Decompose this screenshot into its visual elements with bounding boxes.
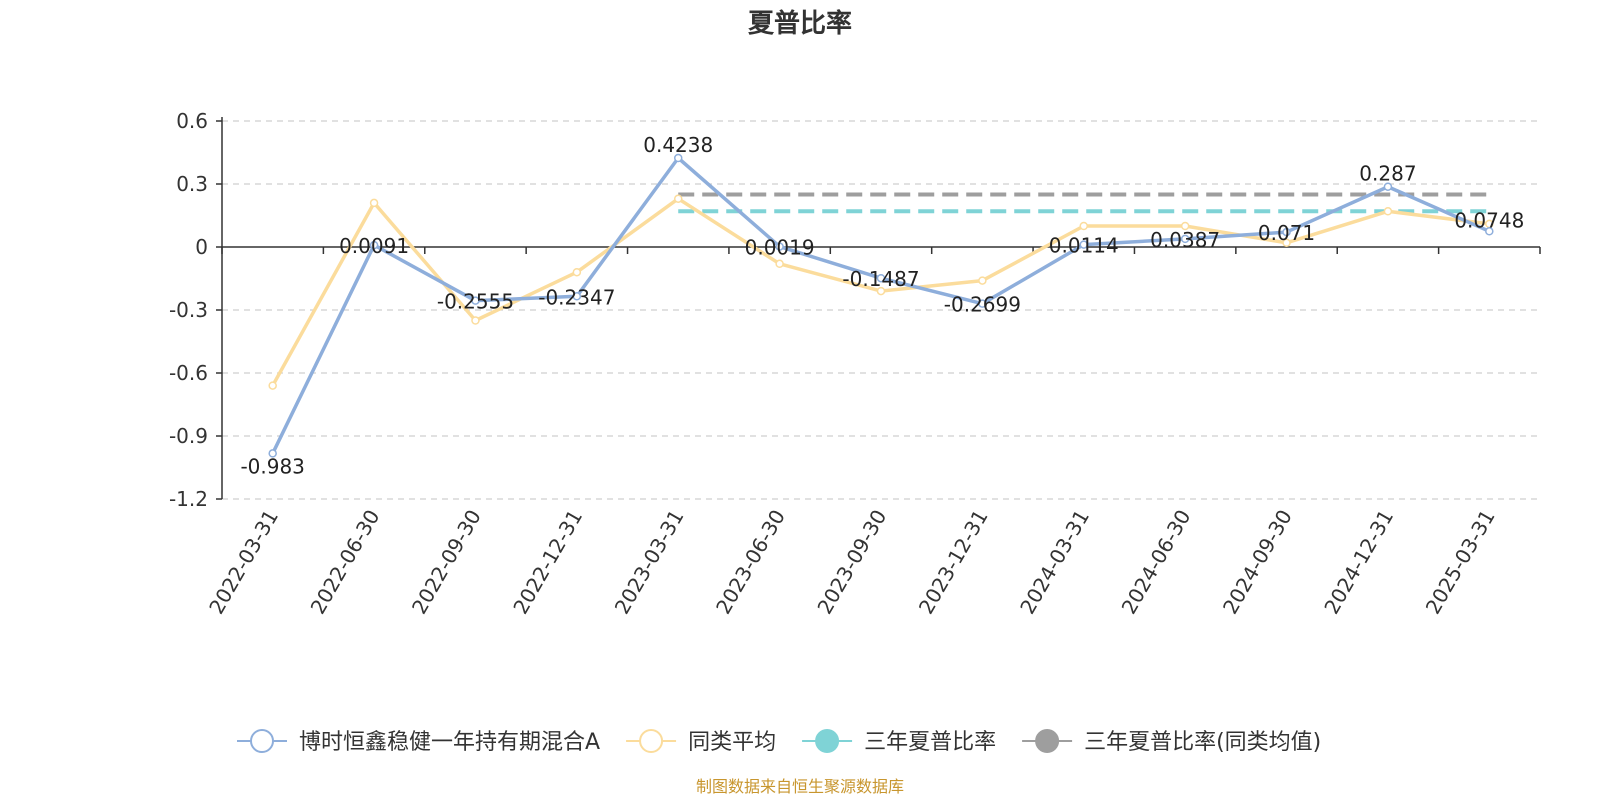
x-tick-label: 2025-03-31 [1421, 506, 1500, 619]
data-point [1282, 238, 1291, 248]
y-tick-label: -0.9 [169, 424, 208, 448]
legend-label: 三年夏普比率(同类均值) [1084, 730, 1321, 755]
legend: 博时恒鑫稳健一年持有期混合A 同类平均 三年夏普比率 三年夏普比率(同类均值) [237, 729, 1321, 755]
x-tick-label: 2022-09-30 [407, 506, 486, 619]
data-point [1079, 240, 1089, 249]
y-axis-ticks: 0.6 0.3 0 -0.3 -0.6 -0.9 -1.2 [169, 109, 222, 511]
axes [221, 117, 1540, 499]
data-label: -0.983 [240, 454, 304, 478]
data-point [1485, 227, 1494, 236]
data-label: 0.071 [1258, 221, 1315, 245]
data-point [369, 240, 379, 250]
data-label: -0.1487 [842, 267, 919, 291]
grid-lines [222, 120, 1540, 500]
x-tick-label: 2022-03-31 [204, 506, 283, 619]
data-label: 0.287 [1359, 162, 1416, 186]
y-tick-label: -0.6 [169, 361, 208, 385]
x-tick-label: 2024-12-31 [1319, 506, 1398, 619]
y-tick-label: 0.3 [176, 172, 208, 196]
data-point [1282, 227, 1291, 237]
data-label: 0.4238 [643, 133, 713, 157]
data-point [471, 296, 480, 305]
data-point [369, 198, 379, 208]
data-point [471, 316, 480, 325]
x-tick-label: 2024-06-30 [1117, 506, 1196, 619]
data-label: 0.0748 [1454, 208, 1524, 232]
data-label: -0.2699 [944, 293, 1021, 317]
x-tick-label: 2023-12-31 [914, 506, 993, 619]
data-point [1383, 182, 1393, 191]
data-label: -0.2555 [437, 290, 514, 314]
data-point [673, 194, 683, 203]
y-tick-label: -0.3 [169, 298, 208, 322]
legend-marker [815, 729, 840, 753]
x-tick-label: 2022-06-30 [306, 506, 385, 619]
data-point [1180, 234, 1190, 244]
data-point [876, 286, 886, 296]
data-point [268, 381, 277, 390]
data-point [572, 292, 582, 301]
legend-marker [639, 729, 664, 753]
legend-label: 三年夏普比率 [864, 730, 996, 755]
legend-item: 博时恒鑫稳健一年持有期混合A [237, 729, 600, 755]
legend-item: 同类平均 [626, 729, 776, 755]
data-point [876, 273, 886, 283]
data-label: 0.0114 [1049, 234, 1119, 258]
data-label: 0.0091 [339, 234, 409, 258]
data-point [775, 242, 784, 251]
x-axis-ticks: 2022-03-31 2022-06-30 2022-09-30 2022-12-31… [204, 247, 1541, 619]
data-point [673, 153, 683, 163]
data-point [572, 267, 582, 277]
x-tick-label: 2024-09-30 [1218, 506, 1297, 619]
legend-item: 三年夏普比率(同类均值) [1022, 729, 1321, 755]
x-tick-label: 2022-12-31 [508, 506, 587, 619]
data-label: 0.0019 [745, 236, 815, 260]
y-tick-label: 0.6 [176, 109, 208, 133]
data-label: 0.0387 [1150, 228, 1220, 252]
data-point [268, 449, 277, 458]
legend-label: 同类平均 [688, 730, 776, 755]
data-point [978, 276, 987, 285]
data-point [1180, 221, 1190, 231]
legend-marker [1035, 729, 1060, 753]
legend-label: 博时恒鑫稳健一年持有期混合A [299, 730, 600, 755]
data-point [1079, 221, 1089, 231]
y-tick-label: -1.2 [169, 487, 208, 511]
x-tick-label: 2023-03-31 [610, 506, 689, 619]
data-point [1383, 207, 1393, 216]
x-tick-label: 2023-09-30 [812, 506, 891, 619]
series-lines [268, 153, 1494, 458]
data-point [978, 299, 987, 308]
data-point [775, 259, 784, 269]
source-note: 制图数据来自恒生聚源数据库 [696, 777, 904, 796]
legend-item: 三年夏普比率 [802, 729, 996, 755]
chart-title: 夏普比率 [748, 8, 852, 39]
x-tick-label: 2023-06-30 [711, 506, 790, 619]
legend-marker [250, 729, 274, 753]
x-tick-label: 2024-03-31 [1015, 506, 1094, 619]
data-labels: -0.983 0.0091 -0.2555 -0.2347 0.4238 0.0019 -0… [240, 133, 1524, 478]
data-label: -0.2347 [538, 285, 615, 309]
y-tick-label: 0 [195, 235, 208, 259]
reference-lines [678, 192, 1490, 214]
